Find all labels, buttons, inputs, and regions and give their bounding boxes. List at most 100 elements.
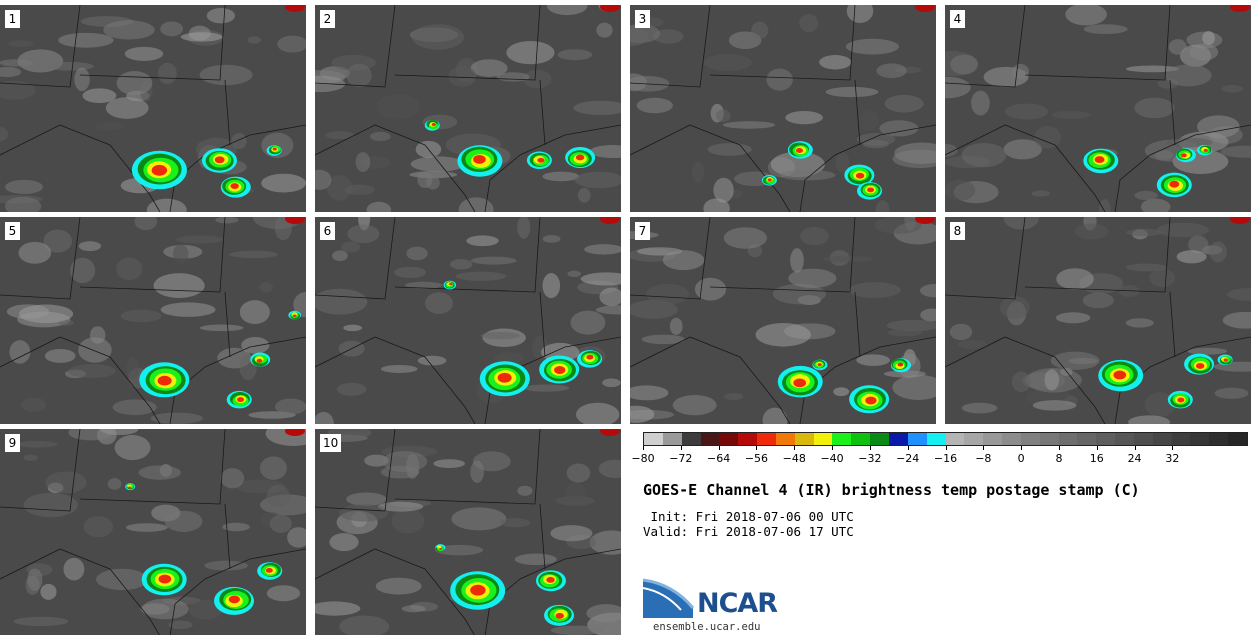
convective-storm (470, 584, 486, 596)
colorbar-tick (756, 446, 758, 450)
cloud-patch (103, 20, 155, 40)
cloud-patch (63, 557, 85, 581)
cloud-patch (45, 471, 87, 494)
cloud-patch (18, 241, 52, 264)
cloud-patch (332, 250, 348, 262)
cloud-patch (74, 67, 90, 92)
cloud-patch (269, 514, 292, 533)
colorbar-tick-label: −32 (858, 452, 882, 465)
cloud-patch (586, 604, 621, 623)
cloud-patch (876, 63, 907, 79)
cloud-patch (799, 14, 819, 33)
convective-storm (431, 123, 436, 126)
cloud-patch (703, 54, 752, 72)
cloud-patch (557, 49, 593, 61)
cloud-patch (78, 241, 102, 252)
cloud-patch (550, 625, 603, 635)
cloud-patch (8, 40, 34, 47)
cloud-patch (1055, 312, 1091, 324)
colorbar-ticks: −80 −72 −64 −56 −48 −40 −32 −24 −16 −8 0 8 16 24 32 (631, 446, 1248, 466)
convective-storm (767, 178, 772, 182)
panel-number: 5 (5, 222, 20, 240)
cloud-patch (114, 435, 151, 461)
cloud-patch (404, 281, 443, 289)
cloud-patch (23, 454, 38, 461)
cloud-patch (94, 122, 126, 131)
cloud-patch (150, 412, 203, 424)
cloud-patch (570, 310, 606, 335)
cloud-patch (766, 68, 793, 91)
colorbar-tick (832, 446, 834, 450)
colorbar-segment (926, 433, 946, 445)
cloud-patch (13, 616, 69, 627)
ncar-logo-text: NCAR (697, 588, 778, 619)
cloud-patch (949, 323, 973, 341)
cloud-patch (845, 38, 900, 55)
colorbar-segment (775, 433, 795, 445)
cloud-patch (641, 334, 686, 345)
cloud-patch (1222, 311, 1251, 329)
postage-stamp-panel-9: 9 (0, 429, 306, 635)
cloud-patch (124, 46, 164, 61)
colorbar-tick-label: 16 (1089, 452, 1104, 465)
colorbar-segment (1077, 433, 1097, 445)
colorbar-segment (983, 433, 1003, 445)
cloud-patch (630, 385, 669, 401)
cloud-patch (146, 198, 187, 212)
cloud-patch (999, 296, 1030, 320)
cloud-patch (1003, 139, 1042, 160)
cloud-patch (1128, 415, 1171, 424)
cloud-patch (239, 300, 270, 325)
cloud-patch (470, 59, 508, 77)
cloud-patch (848, 282, 901, 298)
colorbar-tick (1134, 446, 1136, 450)
cloud-patch (494, 352, 525, 363)
colorbar-tick-label: −24 (896, 452, 920, 465)
cloud-patch (762, 407, 788, 424)
panel-number: 1 (5, 10, 20, 28)
convective-storm (1230, 217, 1250, 224)
cloud-patch (247, 36, 261, 44)
cloud-patch (1074, 223, 1109, 240)
ir-satellite-map (945, 217, 1251, 424)
convective-storm (265, 567, 273, 573)
cloud-patch (266, 484, 290, 508)
cloud-patch (241, 337, 270, 354)
cloud-patch (517, 485, 533, 496)
colorbar-tick (869, 446, 871, 450)
convective-storm (865, 396, 877, 405)
state-borders (0, 429, 306, 635)
cloud-patch (0, 59, 33, 67)
convective-storm (600, 217, 620, 224)
cloud-patch (417, 355, 447, 366)
panel-number: 9 (5, 434, 20, 452)
cloud-patch (287, 527, 306, 548)
cloud-patch (470, 256, 517, 265)
cloud-patch (480, 331, 520, 340)
postage-stamp-panel-6: 6 (315, 217, 621, 424)
cloud-patch (1165, 64, 1212, 87)
cloud-patch (40, 583, 57, 600)
cloud-patch (100, 429, 139, 436)
colorbar-segment (945, 433, 965, 445)
convective-storm (158, 574, 172, 584)
colorbar-tick-label: −16 (933, 452, 958, 465)
cloud-patch (630, 300, 678, 319)
cloud-patch (120, 309, 162, 323)
convective-storm (1195, 363, 1205, 369)
cloud-patch (176, 235, 224, 244)
postage-stamp-panel-5: 5 (0, 217, 306, 424)
cloud-patch (595, 305, 621, 315)
colorbar-segment (1020, 433, 1040, 445)
cloud-patch (1165, 137, 1213, 148)
panel-number: 3 (635, 10, 650, 28)
ir-satellite-map (315, 217, 621, 424)
panel-number: 6 (320, 222, 335, 240)
colorbar-tick (983, 446, 985, 450)
colorbar-tick (1058, 446, 1060, 450)
cloud-patch (160, 302, 216, 317)
ncar-logo-icon (643, 578, 695, 618)
cloud-patch (1032, 400, 1077, 411)
postage-stamp-panel-2: 2 (315, 5, 621, 212)
postage-stamp-panel-1: 1 (0, 5, 306, 212)
